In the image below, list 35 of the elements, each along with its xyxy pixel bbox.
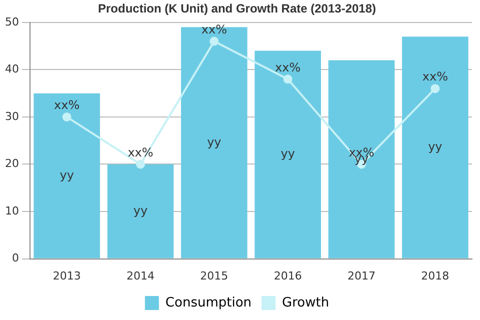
data-label: xx% xyxy=(201,22,227,36)
data-label: yy xyxy=(428,140,442,154)
point xyxy=(62,112,72,122)
point xyxy=(430,84,440,94)
x-tick-label: 2017 xyxy=(348,269,376,282)
x-tick-label: 2014 xyxy=(126,269,154,282)
bar xyxy=(34,93,100,258)
y-tick-label: 10 xyxy=(4,204,19,218)
y-tick-label: 20 xyxy=(4,157,19,170)
data-label: xx% xyxy=(275,60,301,74)
y-tick-label: 30 xyxy=(4,110,19,123)
bar xyxy=(254,50,321,258)
point xyxy=(283,74,292,84)
y-tick-label: 50 xyxy=(4,15,19,28)
chart-title: Production (K Unit) and Growth Rate (2013-2018) xyxy=(98,2,376,16)
legend-label: Consumption xyxy=(165,295,252,310)
bar xyxy=(107,164,174,258)
x-tick-label: 2015 xyxy=(200,269,228,282)
bar xyxy=(402,36,468,258)
point xyxy=(136,160,145,169)
data-label: xx% xyxy=(422,70,448,84)
data-label: yy xyxy=(133,203,148,218)
y-tick-label: 40 xyxy=(4,62,19,76)
data-label: xx% xyxy=(54,98,80,112)
x-tick-label: 2016 xyxy=(274,269,302,282)
data-label: yy xyxy=(280,146,295,161)
data-label: yy xyxy=(60,168,74,182)
legend-label: Growth xyxy=(282,295,330,310)
x-tick-label: 2018 xyxy=(421,269,450,282)
bar xyxy=(328,60,395,258)
y-tick-label: 0 xyxy=(12,252,19,265)
x-tick-label: 2013 xyxy=(52,269,81,282)
point xyxy=(210,36,219,46)
data-label: xx% xyxy=(128,145,154,160)
data-label: yy xyxy=(207,134,222,149)
